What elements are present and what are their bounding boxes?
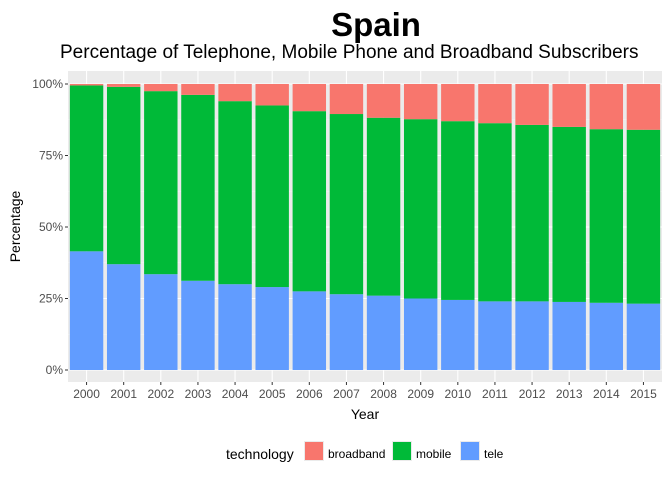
legend-swatch-mobile: [393, 442, 411, 460]
x-tick-label: 2014: [593, 387, 620, 401]
y-axis-title: Percentage: [7, 190, 23, 262]
bar-broadband-2013: [552, 84, 586, 127]
bar-broadband-2003: [181, 84, 215, 95]
bar-tele-2005: [255, 287, 289, 370]
bar-mobile-2009: [403, 119, 438, 299]
bar-mobile-2012: [515, 124, 549, 302]
x-tick-label: 2015: [630, 387, 657, 401]
x-tick-label: 2007: [333, 387, 360, 401]
legend-swatch-tele: [461, 442, 479, 460]
bar-tele-2007: [329, 294, 364, 370]
bar-broadband-2004: [218, 84, 252, 102]
bar-broadband-2006: [292, 84, 327, 112]
legend-title: technology: [226, 446, 294, 462]
x-tick-label: 2010: [444, 387, 471, 401]
y-tick-label: 50%: [39, 220, 63, 234]
x-tick-label: 2002: [147, 387, 174, 401]
x-tick-label: 2008: [370, 387, 397, 401]
bar-mobile-2006: [292, 111, 327, 292]
bar-broadband-2008: [366, 84, 401, 118]
bar-mobile-2003: [181, 94, 215, 281]
x-tick-label: 2003: [185, 387, 212, 401]
bar-mobile-2015: [626, 129, 661, 304]
legend-label-tele: tele: [484, 447, 504, 461]
y-tick-label: 75%: [39, 149, 63, 163]
legend-label-mobile: mobile: [416, 447, 452, 461]
bar-tele-2008: [366, 295, 401, 370]
bar-mobile-2004: [218, 101, 252, 285]
x-tick-label: 2004: [222, 387, 249, 401]
x-tick-label: 2011: [482, 387, 508, 401]
bar-broadband-2014: [589, 84, 624, 130]
bar-mobile-2011: [478, 123, 512, 302]
bar-mobile-2005: [255, 105, 289, 288]
chart-title: Spain: [331, 6, 421, 43]
bar-tele-2010: [441, 299, 475, 370]
x-axis: 2000 2001 2002 2003 2004 2005 2006 2007 2008 2009…: [73, 382, 657, 401]
x-tick-label: 2005: [259, 387, 286, 401]
bar-mobile-2001: [106, 86, 141, 265]
bars: [69, 84, 661, 370]
legend-key-tele: [460, 441, 480, 461]
x-tick-label: 2013: [556, 387, 583, 401]
legend-swatch-broadband: [305, 442, 323, 460]
bar-tele-2001: [106, 264, 141, 370]
bar-broadband-2000: [69, 84, 104, 86]
bar-tele-2011: [478, 301, 512, 370]
bar-tele-2000: [69, 251, 104, 370]
x-tick-label: 2000: [73, 387, 100, 401]
bar-broadband-2010: [441, 84, 475, 122]
x-axis-title: Year: [351, 406, 380, 422]
bar-broadband-2002: [144, 84, 178, 92]
bar-broadband-2007: [329, 84, 364, 115]
y-tick-label: 100%: [32, 77, 63, 91]
bar-mobile-2002: [144, 91, 178, 275]
bar-tele-2014: [589, 302, 624, 370]
bar-tele-2015: [626, 303, 661, 370]
x-tick-label: 2006: [296, 387, 323, 401]
bar-mobile-2014: [589, 129, 624, 303]
y-tick-label: 0%: [46, 363, 64, 377]
bar-tele-2012: [515, 301, 549, 370]
legend-key-broadband: [304, 441, 324, 461]
bar-mobile-2007: [329, 114, 364, 295]
bar-tele-2002: [144, 274, 178, 370]
legend: technology broadband mobile tele: [0, 440, 672, 470]
bar-mobile-2008: [366, 117, 401, 296]
bar-mobile-2010: [441, 121, 475, 300]
x-tick-label: 2009: [407, 387, 434, 401]
bar-broadband-2005: [255, 84, 289, 106]
bar-broadband-2015: [626, 84, 661, 130]
bar-broadband-2001: [106, 84, 141, 87]
legend-label-broadband: broadband: [328, 447, 386, 461]
bar-mobile-2013: [552, 126, 586, 302]
chart-subtitle: Percentage of Telephone, Mobile Phone an…: [60, 42, 639, 63]
y-axis: 0% 25% 50% 75% 100%: [32, 77, 68, 377]
bar-tele-2006: [292, 291, 327, 370]
bar-tele-2003: [181, 280, 215, 370]
legend-key-mobile: [392, 441, 412, 461]
x-tick-label: 2001: [110, 387, 137, 401]
x-tick-label: 2012: [519, 387, 546, 401]
bar-tele-2004: [218, 284, 252, 370]
bar-tele-2009: [403, 298, 438, 370]
y-tick-label: 25%: [39, 292, 63, 306]
bar-mobile-2000: [69, 85, 104, 252]
bar-tele-2013: [552, 301, 586, 370]
stacked-bar-chart: 0% 25% 50% 75% 100% 2000 2001 2002 2003 2004 2005…: [7, 71, 662, 422]
bar-broadband-2009: [403, 84, 438, 120]
bar-broadband-2012: [515, 84, 549, 125]
bar-broadband-2011: [478, 84, 512, 124]
